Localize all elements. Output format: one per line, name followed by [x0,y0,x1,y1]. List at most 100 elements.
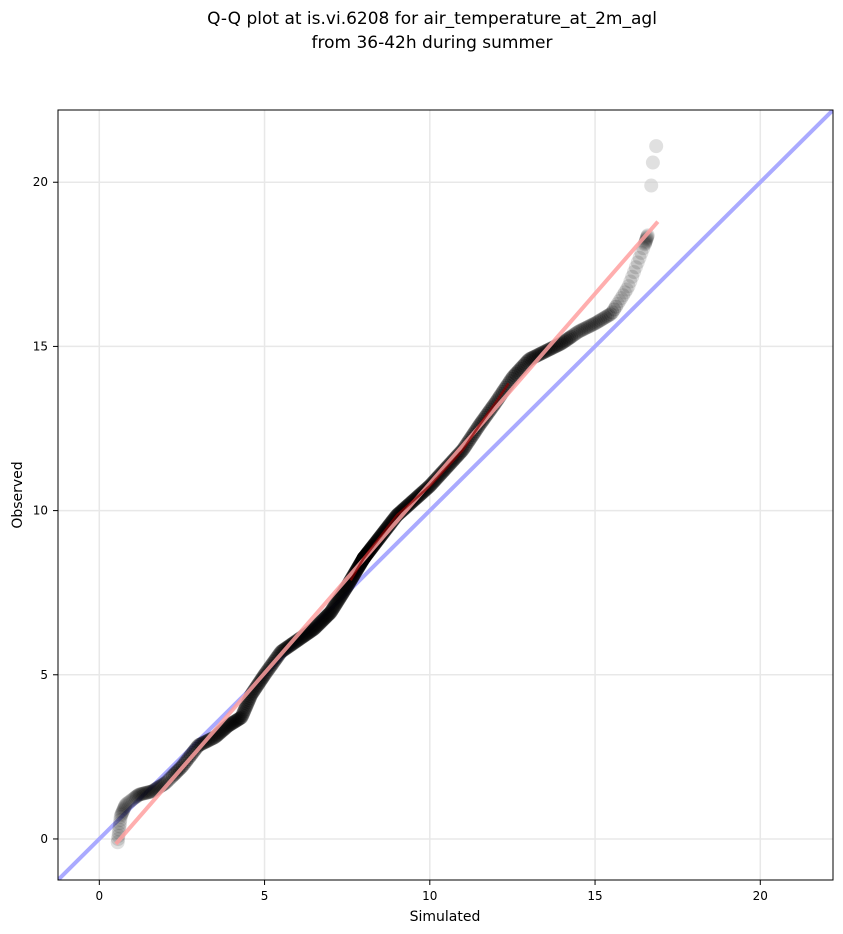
qq-point [324,604,339,619]
qq-point [304,623,319,638]
qq-point [312,616,327,631]
qq-point [232,711,247,726]
qq-point [287,635,302,650]
identity-line-group [58,110,833,880]
qq-point [235,708,250,723]
qq-point [575,322,590,337]
qq-point [570,325,585,340]
qq-point [314,614,329,629]
qq-point [224,716,239,731]
qq-point [511,363,526,378]
qq-point [332,591,347,606]
qq-point [311,617,326,632]
qq-point [507,368,522,383]
qq-point [554,336,569,351]
qq-point [610,296,625,311]
qq-point [112,819,127,834]
chart-subtitle: from 36-42h during summer [312,33,553,53]
qq-point [594,312,609,327]
qq-point [114,808,129,823]
y-axis-ticks: 0 5 10 15 20 [33,175,58,846]
qq-point [228,713,243,728]
points-group [110,139,664,850]
qq-point [227,714,242,729]
qq-point [557,334,572,349]
qq-point [639,231,654,246]
qq-point [560,332,575,347]
y-tick-label-10: 10 [33,504,48,518]
qq-point [332,590,347,605]
qq-point [320,608,335,623]
qq-point [562,331,577,346]
qq-point [592,313,607,328]
qq-point [115,805,130,820]
qq-point [632,250,647,265]
qq-point [531,347,546,362]
qq-point [237,702,252,717]
qq-point [129,789,144,804]
x-axis-label: Simulated [410,909,481,925]
qq-point [621,279,636,294]
qq-point [580,319,595,334]
fit-line-group [114,220,660,846]
qq-point [142,784,157,799]
qq-point [574,323,589,338]
qq-point [239,698,254,713]
qq-point [116,802,131,817]
qq-point [221,718,236,733]
qq-point [331,592,346,607]
qq-point [589,315,604,330]
qq-point [572,324,587,339]
qq-point [326,600,341,615]
qq-point [311,616,326,631]
qq-point [587,316,602,331]
qq-point [630,255,645,270]
qq-point [144,784,159,799]
qq-point [320,608,335,623]
qq-point [555,335,570,350]
qq-point [330,594,345,609]
qq-point [309,619,324,634]
qq-point [504,371,519,386]
qq-point [605,305,620,320]
qq-point [125,792,140,807]
qq-point [619,282,634,297]
qq-point [113,812,128,827]
qq-point [250,677,265,692]
qq-point [307,621,322,636]
qq-point [141,785,156,800]
qq-point [591,314,606,329]
qq-point [237,704,252,719]
qq-point [226,715,241,730]
qq-tail-point-2 [649,139,664,154]
qq-point [328,597,343,612]
qq-point [137,786,152,801]
qq-point [559,333,574,348]
qq-point [612,294,627,309]
x-axis-ticks: 0 5 10 15 20 [95,880,768,903]
qq-point [582,319,597,334]
y-tick-label-15: 15 [33,339,48,353]
qq-point [127,791,142,806]
qq-point [240,696,255,711]
qq-point [223,717,238,732]
qq-point [325,602,340,617]
qq-point [313,615,328,630]
qq-point [116,801,131,816]
qq-point [128,790,143,805]
qq-point [238,700,253,715]
qq-point [600,309,615,324]
qq-point [306,622,321,637]
qq-point [124,793,139,808]
qq-point [288,634,303,649]
qq-point [565,328,580,343]
qq-point [138,786,153,801]
qq-point [145,784,160,799]
qq-point [321,607,336,622]
y-axis-label: Observed [10,461,26,528]
qq-point [569,326,584,341]
qq-point [608,299,623,314]
qq-point [508,366,523,381]
qq-point [316,612,331,627]
